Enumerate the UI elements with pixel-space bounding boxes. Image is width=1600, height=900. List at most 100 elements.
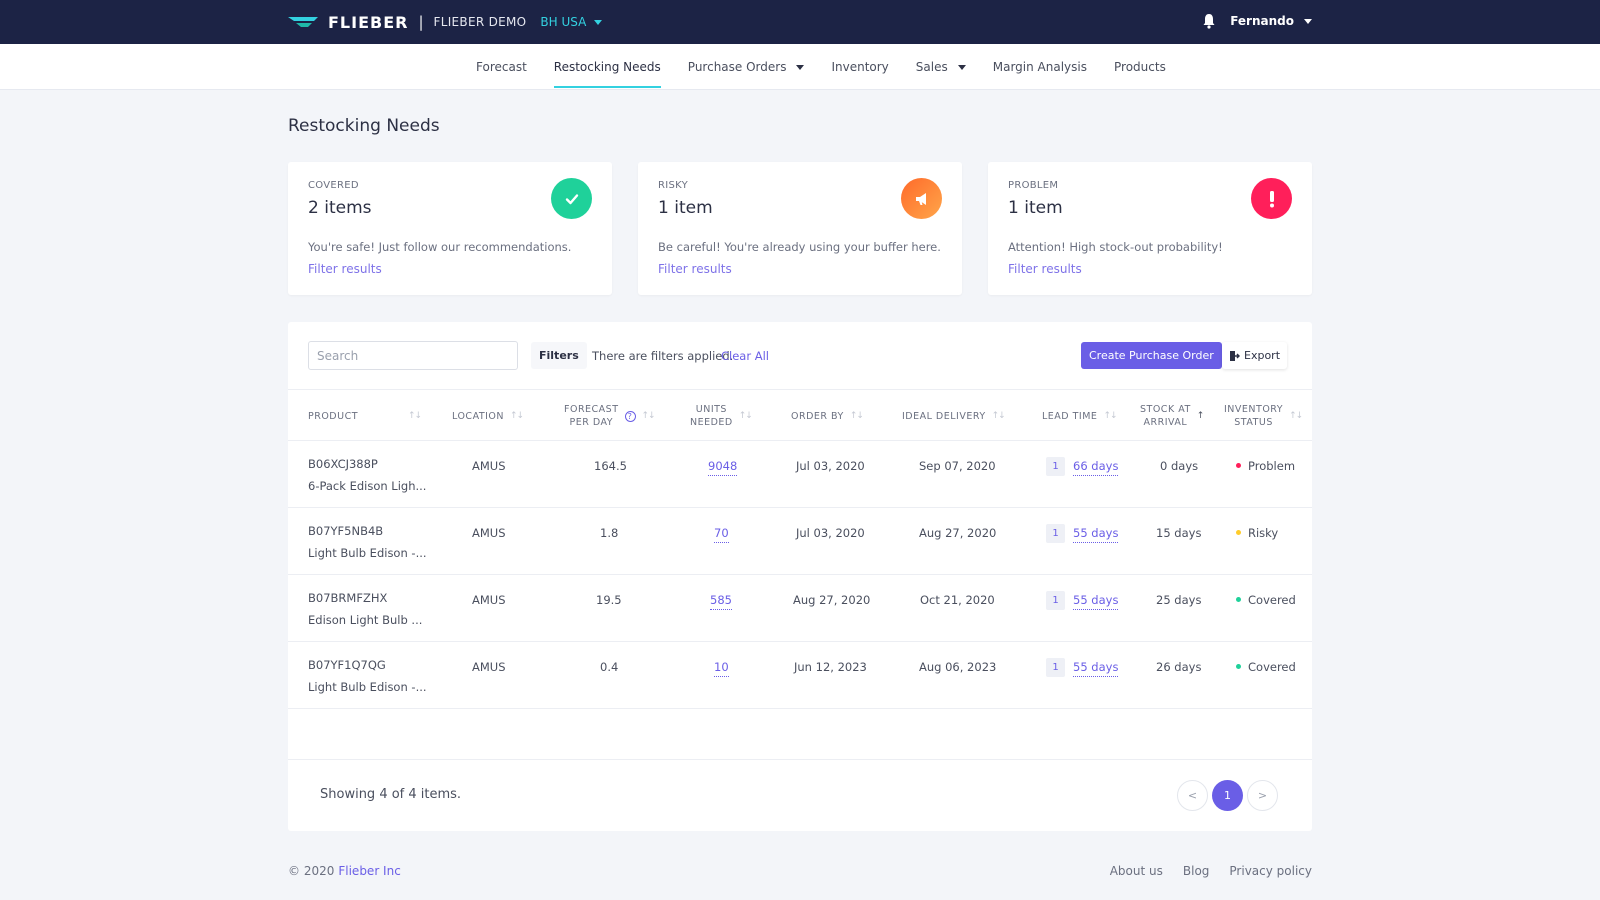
units-needed-link[interactable]: 10 bbox=[714, 660, 729, 677]
user-menu[interactable]: Fernando bbox=[1230, 14, 1312, 28]
account-name: FLIEBER DEMO bbox=[433, 15, 527, 29]
inventory-status: Risky bbox=[1236, 526, 1278, 540]
forecast-per-day: 0.4 bbox=[600, 660, 619, 674]
col-ideal-delivery[interactable]: IDEAL DELIVERY ↑↓ bbox=[902, 390, 1012, 442]
export-button[interactable]: Export bbox=[1222, 342, 1288, 369]
card-description: Attention! High stock-out probability! bbox=[1008, 240, 1223, 254]
logo-text[interactable]: FLIEBER bbox=[328, 12, 409, 32]
lead-time-link[interactable]: 66 days bbox=[1073, 459, 1119, 476]
col-forecast-per-day[interactable]: FORECAST PER DAY? ↑↓ bbox=[564, 390, 664, 442]
brand: FLIEBER | FLIEBER DEMO BH USA bbox=[288, 12, 603, 32]
inventory-status: Covered bbox=[1236, 660, 1296, 674]
showing-count: Showing 4 of 4 items. bbox=[320, 787, 462, 802]
product-name: Light Bulb Edison -... bbox=[308, 546, 427, 560]
clear-all-link[interactable]: Clear All bbox=[721, 349, 769, 363]
sort-icon: ↑↓ bbox=[1289, 410, 1303, 421]
about-us-link[interactable]: About us bbox=[1109, 864, 1163, 878]
units-needed-link[interactable]: 9048 bbox=[708, 459, 738, 476]
nav-margin-analysis[interactable]: Margin Analysis bbox=[993, 44, 1087, 90]
lead-time-badge[interactable]: 1 bbox=[1046, 524, 1065, 543]
column-label: FORECAST PER DAY bbox=[564, 403, 619, 429]
nav-inventory[interactable]: Inventory bbox=[831, 44, 888, 90]
risky-card: RISKY 1 item Be careful! You're already … bbox=[638, 162, 962, 295]
page-1-button[interactable]: 1 bbox=[1212, 780, 1243, 811]
order-by-date: Jul 03, 2020 bbox=[796, 459, 865, 473]
product-sku[interactable]: B07YF1Q7QG bbox=[308, 658, 386, 672]
col-inventory-status[interactable]: INVENTORY STATUS ↑↓ bbox=[1224, 390, 1312, 442]
help-icon[interactable]: ? bbox=[624, 410, 636, 422]
units-needed-link[interactable]: 585 bbox=[710, 593, 732, 610]
bell-icon[interactable] bbox=[1202, 13, 1216, 29]
next-page-button[interactable]: > bbox=[1247, 780, 1278, 811]
units-needed-value: 70 bbox=[714, 526, 729, 543]
nav-forecast[interactable]: Forecast bbox=[476, 44, 527, 90]
top-navbar: FLIEBER | FLIEBER DEMO BH USA Fernando bbox=[0, 0, 1600, 44]
lead-time-link[interactable]: 55 days bbox=[1073, 660, 1119, 677]
location: AMUS bbox=[472, 526, 506, 540]
table-row[interactable]: B07BRMFZHX Edison Light Bulb ... AMUS 19… bbox=[288, 575, 1312, 642]
card-value: 1 item bbox=[1008, 198, 1063, 218]
col-stock-at-arrival[interactable]: STOCK AT ARRIVAL ↑ bbox=[1140, 390, 1220, 442]
column-label-line: STOCK AT bbox=[1140, 404, 1191, 415]
blog-link[interactable]: Blog bbox=[1182, 864, 1210, 878]
company-link[interactable]: Flieber Inc bbox=[338, 864, 401, 878]
filters-button[interactable]: Filters bbox=[531, 342, 587, 369]
col-product[interactable]: PRODUCT ↑↓ bbox=[308, 390, 422, 442]
exclamation-icon bbox=[1251, 178, 1292, 219]
covered-card: COVERED 2 items You're safe! Just follow… bbox=[288, 162, 612, 295]
table-row[interactable]: B06XCJ388P 6-Pack Edison Ligh... AMUS 16… bbox=[288, 441, 1312, 508]
nav-label: Margin Analysis bbox=[992, 60, 1087, 74]
units-needed-value: 585 bbox=[710, 593, 732, 610]
nav-purchase-orders[interactable]: Purchase Orders bbox=[688, 44, 805, 90]
main-nav: Forecast Restocking Needs Purchase Order… bbox=[0, 44, 1600, 90]
brand-separator: | bbox=[418, 13, 424, 31]
column-label: LEAD TIME bbox=[1042, 410, 1098, 422]
table-row[interactable]: B07YF1Q7QG Light Bulb Edison -... AMUS 0… bbox=[288, 642, 1312, 709]
lead-time-badge[interactable]: 1 bbox=[1046, 457, 1065, 476]
product-sku[interactable]: B07YF5NB4B bbox=[308, 524, 384, 538]
sort-icon: ↑↓ bbox=[408, 410, 422, 421]
column-label: IDEAL DELIVERY bbox=[902, 410, 986, 422]
nav-restocking-needs[interactable]: Restocking Needs bbox=[553, 44, 661, 90]
sort-asc-icon: ↑ bbox=[1196, 410, 1204, 421]
inventory-status: Covered bbox=[1236, 593, 1296, 607]
ideal-delivery-date: Aug 06, 2023 bbox=[919, 660, 997, 674]
nav-sales[interactable]: Sales bbox=[916, 44, 966, 90]
prev-page-button[interactable]: < bbox=[1177, 780, 1208, 811]
column-label: ORDER BY bbox=[791, 410, 844, 422]
col-location[interactable]: LOCATION ↑↓ bbox=[452, 390, 532, 442]
column-label-line: PER DAY bbox=[569, 417, 614, 428]
product-sku[interactable]: B06XCJ388P bbox=[308, 457, 378, 471]
col-order-by[interactable]: ORDER BY ↑↓ bbox=[791, 390, 871, 442]
status-label: Problem bbox=[1248, 459, 1296, 473]
stock-at-arrival: 25 days bbox=[1156, 593, 1202, 607]
filter-results-link[interactable]: Filter results bbox=[308, 262, 382, 276]
col-units-needed[interactable]: UNITS NEEDED ↑↓ bbox=[690, 390, 770, 442]
product-sku[interactable]: B07BRMFZHX bbox=[308, 591, 388, 605]
lead-time-badge[interactable]: 1 bbox=[1046, 658, 1065, 677]
filter-results-link[interactable]: Filter results bbox=[658, 262, 732, 276]
table-row[interactable]: B07YF5NB4B Light Bulb Edison -... AMUS 1… bbox=[288, 508, 1312, 575]
card-value: 1 item bbox=[658, 198, 713, 218]
copyright-text: © 2020 bbox=[288, 864, 335, 878]
create-purchase-order-button[interactable]: Create Purchase Order bbox=[1081, 342, 1222, 369]
export-label: Export bbox=[1244, 349, 1281, 362]
privacy-policy-link[interactable]: Privacy policy bbox=[1229, 864, 1312, 878]
search-input[interactable] bbox=[308, 341, 518, 370]
footer-copyright: © 2020 Flieber Inc bbox=[288, 864, 401, 878]
lead-time-link[interactable]: 55 days bbox=[1073, 526, 1119, 543]
nav-label: Sales bbox=[915, 60, 948, 74]
nav-products[interactable]: Products bbox=[1114, 44, 1166, 90]
lead-time-value: 66 days bbox=[1073, 459, 1119, 476]
product-name: Edison Light Bulb ... bbox=[308, 613, 423, 627]
column-label-line: FORECAST bbox=[564, 404, 619, 415]
lead-time-link[interactable]: 55 days bbox=[1073, 593, 1119, 610]
filter-results-link[interactable]: Filter results bbox=[1008, 262, 1082, 276]
card-label: PROBLEM bbox=[1008, 180, 1059, 191]
column-label-line: ARRIVAL bbox=[1143, 417, 1188, 428]
units-needed-link[interactable]: 70 bbox=[714, 526, 729, 543]
column-label-line: NEEDED bbox=[690, 417, 733, 428]
lead-time-badge[interactable]: 1 bbox=[1046, 591, 1065, 610]
col-lead-time[interactable]: LEAD TIME ↑↓ bbox=[1042, 390, 1122, 442]
region-selector[interactable]: BH USA bbox=[540, 15, 603, 29]
